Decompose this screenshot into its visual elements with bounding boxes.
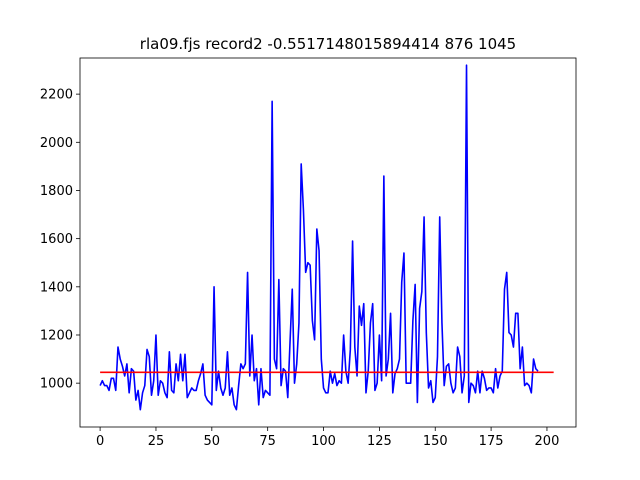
y-tick-label: 1800: [40, 184, 73, 199]
y-tick-label: 1200: [40, 328, 73, 343]
x-tick-label: 50: [204, 434, 221, 449]
plot-area: 0 25 50 75 100 125 150 175 200 1000 1200 1400 1600 18…: [40, 57, 577, 449]
y-tick-label: 1600: [40, 232, 73, 247]
x-tick-label: 25: [148, 434, 165, 449]
y-tick-label: 2200: [40, 88, 73, 103]
series-line-0: [99, 64, 539, 411]
axes-frame: [79, 57, 577, 428]
x-tick-label: 200: [535, 434, 560, 449]
x-tick-label: 100: [311, 434, 336, 449]
x-tick-label: 0: [96, 434, 104, 449]
x-tick-label: 150: [423, 434, 448, 449]
x-tick-label: 75: [259, 434, 276, 449]
x-tick-label: 125: [367, 434, 392, 449]
y-tick-label: 1000: [40, 377, 73, 392]
x-tick-label: 175: [479, 434, 504, 449]
chart-title: rla09.fjs record2 -0.5517148015894414 87…: [140, 35, 516, 53]
y-tick-label: 1400: [40, 280, 73, 295]
y-tick-label: 2000: [40, 136, 73, 151]
